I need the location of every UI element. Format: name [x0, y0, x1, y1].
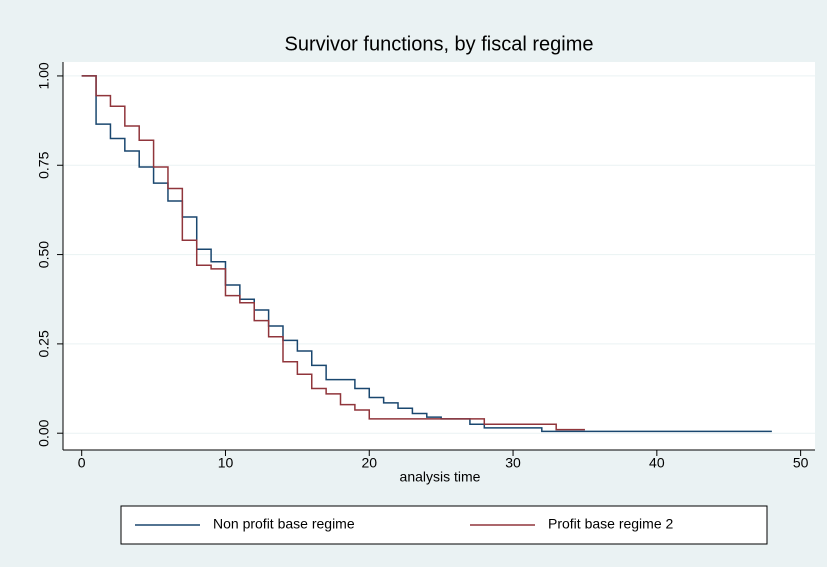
- chart-title: Survivor functions, by fiscal regime: [284, 33, 593, 55]
- legend-label: Non profit base regime: [213, 516, 355, 532]
- y-tick-label: 0.50: [36, 241, 52, 268]
- y-tick-label: 0.75: [36, 151, 52, 178]
- x-tick-label: 40: [649, 455, 665, 471]
- legend-label: Profit base regime 2: [548, 516, 673, 532]
- legend: [120, 505, 768, 545]
- survival-line: [81, 75, 585, 431]
- y-tick-label: 0.00: [36, 419, 52, 446]
- x-tick-label: 30: [505, 455, 521, 471]
- y-tick-label: 0.25: [36, 330, 52, 357]
- x-tick-label: 0: [78, 455, 86, 471]
- survival-line: [81, 75, 772, 433]
- x-tick-label: 20: [361, 455, 377, 471]
- plot-region: [63, 62, 815, 450]
- x-axis-label: analysis time: [400, 469, 481, 485]
- x-tick-label: 10: [218, 455, 234, 471]
- x-tick-label: 50: [793, 455, 809, 471]
- y-tick-label: 1.00: [36, 62, 52, 89]
